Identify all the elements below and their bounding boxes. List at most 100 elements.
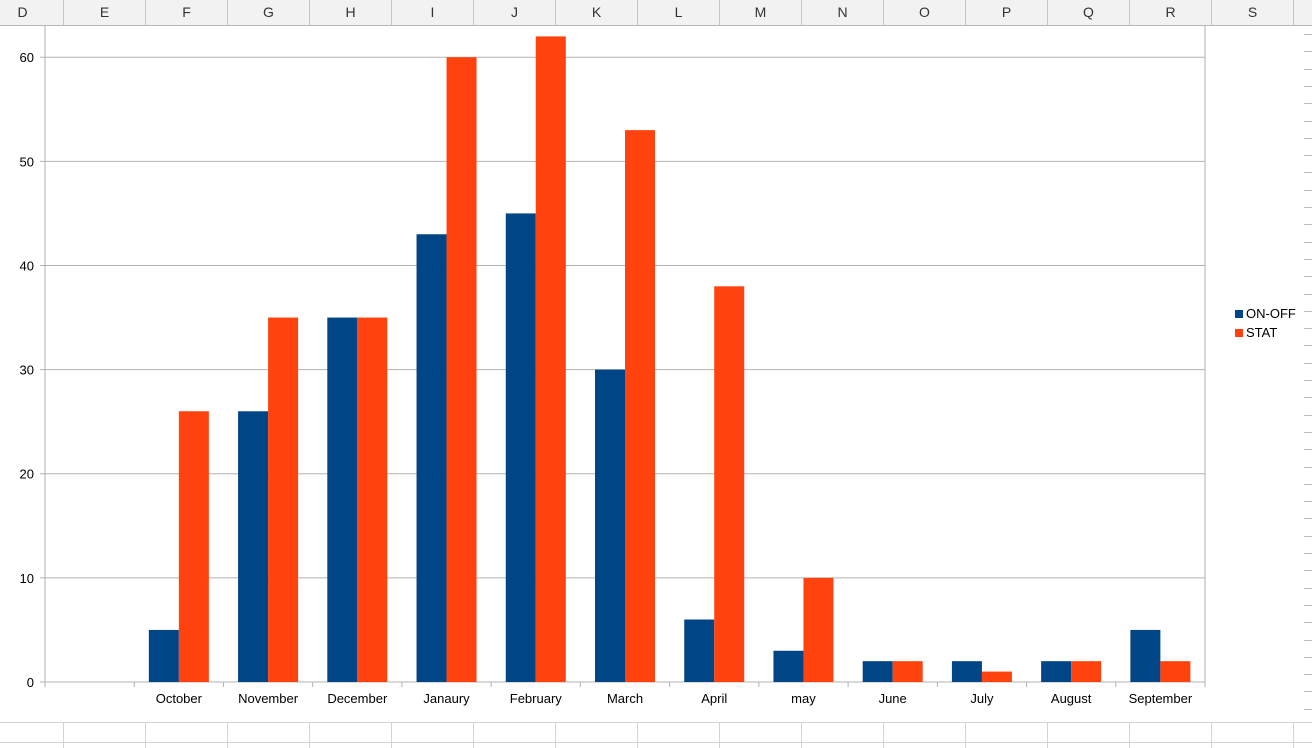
y-tick-label: 0 <box>27 675 34 690</box>
column-header-h[interactable]: H <box>310 0 392 25</box>
column-gridline <box>145 722 146 748</box>
row-tick <box>1304 467 1312 468</box>
x-tick-label: Janaury <box>423 691 470 706</box>
column-gridline <box>1047 722 1048 748</box>
bar-on-off[interactable] <box>684 619 715 682</box>
legend-label-stat: STAT <box>1246 325 1277 340</box>
bar-stat[interactable] <box>981 671 1012 682</box>
column-header-k[interactable]: K <box>556 0 638 25</box>
row-tick <box>1304 190 1312 191</box>
column-header-j[interactable]: J <box>474 0 556 25</box>
row-tick <box>1304 415 1312 416</box>
x-tick-label: August <box>1051 691 1092 706</box>
row-tick <box>1304 501 1312 502</box>
column-gridline <box>555 722 556 748</box>
column-gridline <box>473 722 474 748</box>
bar-stat[interactable] <box>803 577 834 682</box>
column-header-f[interactable]: F <box>146 0 228 25</box>
bar-on-off[interactable] <box>595 369 625 682</box>
row-tick <box>1304 363 1312 364</box>
row-tick <box>1304 51 1312 52</box>
legend-swatch-on-off <box>1235 310 1243 318</box>
bar-stat[interactable] <box>357 317 388 682</box>
x-tick-label: October <box>156 691 203 706</box>
column-header-o[interactable]: O <box>884 0 966 25</box>
column-gridline <box>63 722 64 748</box>
bar-stat[interactable] <box>892 661 923 682</box>
column-gridline <box>227 722 228 748</box>
bar-stat[interactable] <box>1160 661 1191 682</box>
bottom-rows <box>0 722 1312 748</box>
column-header-d[interactable]: D <box>0 0 64 25</box>
x-tick-label: December <box>327 691 388 706</box>
row-tick <box>1304 397 1312 398</box>
row-tick <box>1304 224 1312 225</box>
bar-stat[interactable] <box>625 130 655 683</box>
column-header-g[interactable]: G <box>228 0 310 25</box>
row-tick <box>1304 449 1312 450</box>
bar-stat[interactable] <box>535 36 566 682</box>
bar-chart[interactable]: 0 10 20 30 40 50 60 October November December Jana… <box>0 26 1300 722</box>
column-header-m[interactable]: M <box>720 0 802 25</box>
bar-on-off[interactable] <box>773 650 804 682</box>
x-tick-label: April <box>701 691 727 706</box>
column-header-n[interactable]: N <box>802 0 884 25</box>
row-tick <box>1304 674 1312 675</box>
row-tick <box>1304 432 1312 433</box>
bar-stat[interactable] <box>268 317 299 682</box>
bar-on-off[interactable] <box>238 411 269 682</box>
row-tick <box>1304 69 1312 70</box>
row-tick <box>1304 294 1312 295</box>
column-gridline <box>309 722 310 748</box>
row-tick <box>1304 709 1312 710</box>
y-tick-label: 50 <box>20 154 34 169</box>
row-tick <box>1304 276 1312 277</box>
y-tick-label: 20 <box>20 467 34 482</box>
row-tick <box>1304 640 1312 641</box>
bar-stat[interactable] <box>178 411 209 682</box>
column-gridline <box>637 722 638 748</box>
bar-on-off[interactable] <box>1041 661 1072 682</box>
column-header-r[interactable]: R <box>1130 0 1212 25</box>
row-tick <box>1304 484 1312 485</box>
bar-on-off[interactable] <box>148 629 179 682</box>
bar-on-off[interactable] <box>327 317 358 682</box>
y-tick-label: 40 <box>20 258 34 273</box>
bar-stat[interactable] <box>446 57 477 682</box>
column-gridline <box>1293 722 1294 748</box>
column-gridline <box>965 722 966 748</box>
bar-on-off[interactable] <box>416 234 447 682</box>
row-tick <box>1304 86 1312 87</box>
chart-area[interactable]: 0 10 20 30 40 50 60 October November December Jana… <box>0 26 1300 722</box>
column-gridline <box>1129 722 1130 748</box>
column-header-i[interactable]: I <box>392 0 474 25</box>
column-header-l[interactable]: L <box>638 0 720 25</box>
column-header-e[interactable]: E <box>64 0 146 25</box>
x-tick-label: March <box>607 691 643 706</box>
column-header-s[interactable]: S <box>1212 0 1294 25</box>
column-header-q[interactable]: Q <box>1048 0 1130 25</box>
row-divider <box>0 742 1312 743</box>
column-gridline <box>883 722 884 748</box>
y-tick-label: 10 <box>20 571 34 586</box>
row-tick <box>1304 259 1312 260</box>
legend-swatch-stat <box>1235 329 1243 337</box>
row-tick <box>1304 536 1312 537</box>
row-tick <box>1304 345 1312 346</box>
bar-stat[interactable] <box>714 286 745 682</box>
x-tick-label: September <box>1129 691 1193 706</box>
column-gridline <box>719 722 720 748</box>
row-tick <box>1304 605 1312 606</box>
column-header-p[interactable]: P <box>966 0 1048 25</box>
row-edge-ticks <box>1300 26 1312 722</box>
bar-on-off[interactable] <box>505 213 536 682</box>
bar-on-off[interactable] <box>1130 629 1161 682</box>
column-gridline <box>1211 722 1212 748</box>
bar-on-off[interactable] <box>862 661 893 682</box>
row-tick <box>1304 553 1312 554</box>
row-tick <box>1304 172 1312 173</box>
x-tick-label: June <box>879 691 907 706</box>
bar-stat[interactable] <box>1071 661 1102 682</box>
bar-on-off[interactable] <box>951 661 982 682</box>
